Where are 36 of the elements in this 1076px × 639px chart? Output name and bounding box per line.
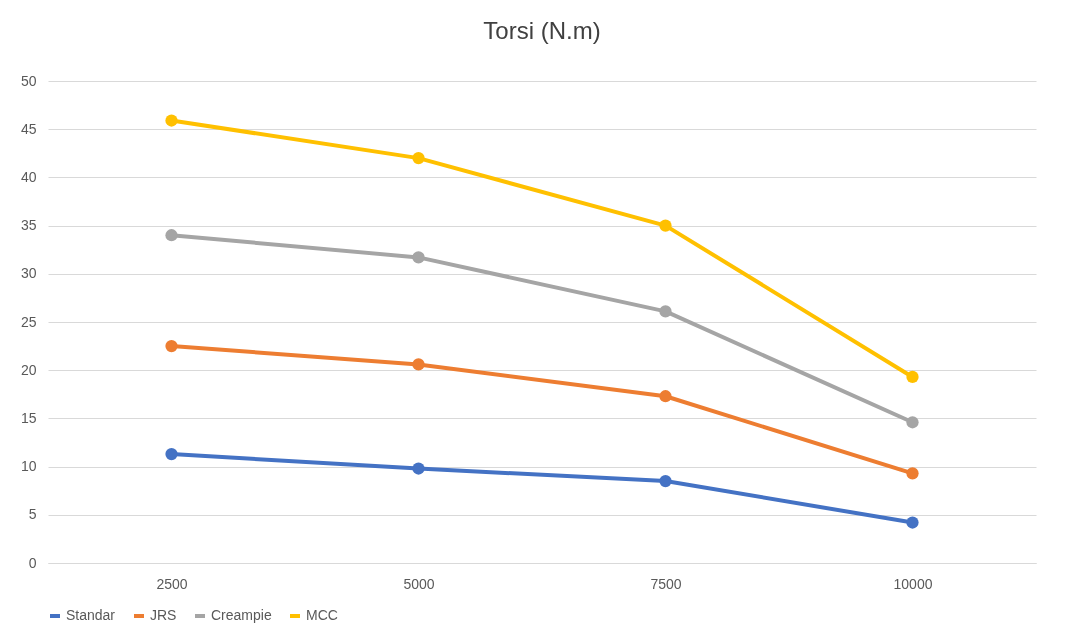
chart-title: Torsi (N.m) <box>483 17 601 44</box>
point <box>906 467 919 480</box>
y-tick-label: 0 <box>28 554 37 571</box>
point <box>412 152 425 165</box>
y-tick-label: 5 <box>28 506 37 523</box>
y-tick-label: 15 <box>20 409 37 426</box>
legend-label: Creampie <box>211 607 272 623</box>
y-tick-label: 30 <box>20 265 37 282</box>
y-tick-label: 50 <box>20 72 37 89</box>
x-tick-label: 5000 <box>403 575 435 592</box>
y-tick-label: 35 <box>20 217 37 234</box>
point <box>906 416 919 429</box>
point <box>412 251 425 264</box>
legend-label: JRS <box>150 607 177 623</box>
point <box>165 339 178 353</box>
point <box>412 462 425 475</box>
y-tick-label: 25 <box>20 313 37 330</box>
x-tick-label: 10000 <box>893 575 933 592</box>
point <box>412 358 425 371</box>
x-tick-label: 7500 <box>650 575 682 592</box>
point <box>659 219 672 232</box>
legend-label: MCC <box>306 607 338 623</box>
point <box>165 447 178 461</box>
x-tick-label: 2500 <box>156 575 188 592</box>
y-tick-label: 10 <box>20 458 37 475</box>
point <box>659 305 672 318</box>
y-tick-label: 20 <box>20 361 37 378</box>
point <box>659 390 672 403</box>
point <box>906 370 919 384</box>
point <box>165 229 178 242</box>
y-tick-label: 40 <box>20 168 37 185</box>
y-tick-label: 45 <box>20 120 37 137</box>
point <box>659 474 672 488</box>
point <box>906 516 919 529</box>
legend-label: Standar <box>66 607 116 623</box>
point <box>165 114 178 127</box>
